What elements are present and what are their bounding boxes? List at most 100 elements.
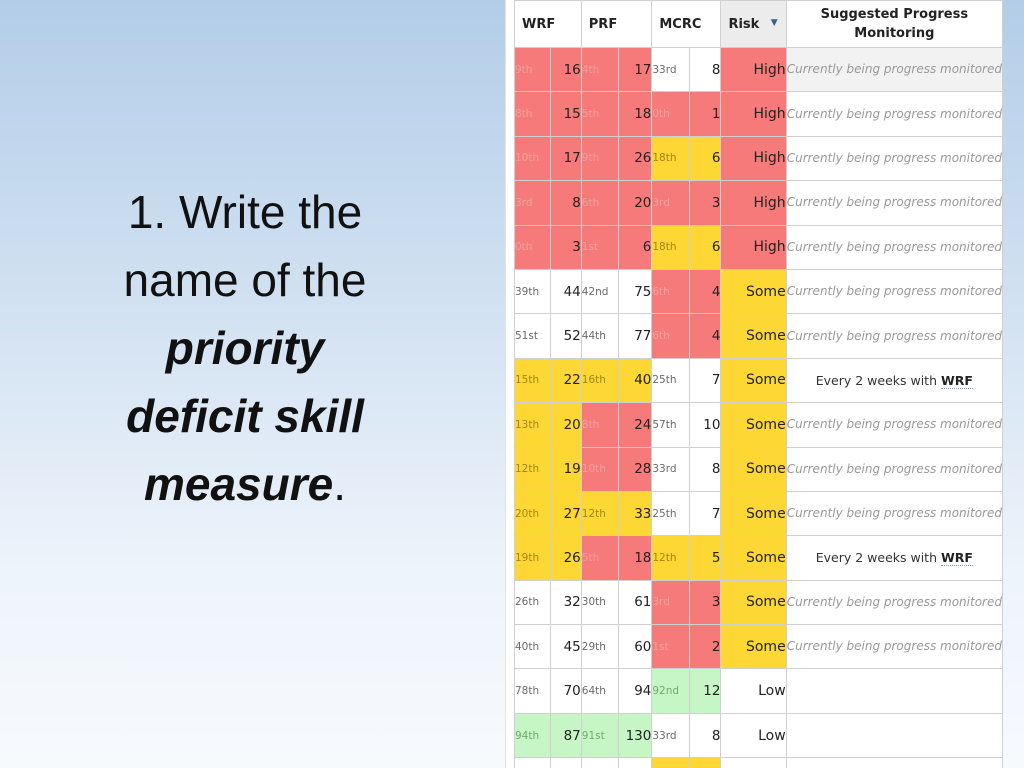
mcrc-percentile-cell: 3rd [651, 579, 691, 626]
monitoring-suggestion-cell [785, 668, 1003, 714]
column-header-prf[interactable]: PRF [580, 0, 653, 48]
mcrc-percentile-cell: 1st [651, 624, 691, 670]
mcrc-percentile-cell: 92nd [651, 668, 691, 714]
prf-percentile-cell: 10th [580, 446, 619, 492]
table-row[interactable]: 20th 27 12th 33 25th 7 Some Currently being pro… [513, 490, 1003, 537]
table-row[interactable]: 78th 70 64th 94 92nd 12 Low [513, 668, 1003, 714]
period: . [333, 458, 346, 510]
prf-percentile-cell: 12th [580, 490, 619, 537]
wrf-score-cell: 52 [550, 313, 582, 359]
wrf-score-cell: 8 [550, 180, 582, 226]
mcrc-score-cell: 1 [689, 91, 722, 137]
wrf-percentile-cell: 19th [513, 535, 552, 581]
monitoring-suggestion-cell: Currently being progress monitored [785, 224, 1003, 270]
mcrc-score-cell: 3 [689, 579, 722, 626]
table-row[interactable]: 12th 19 10th 28 33rd 8 Some Currently being pro… [513, 446, 1003, 492]
mcrc-percentile-cell: 3rd [651, 180, 691, 226]
wrf-score-cell: 22 [550, 357, 582, 404]
monitoring-measure-link[interactable]: WRF [940, 550, 973, 567]
risk-level-cell: Some [720, 535, 787, 581]
mcrc-percentile-cell: 33rd [651, 712, 691, 759]
risk-level-cell: Some [720, 490, 787, 537]
table-row[interactable]: 0th 3 1st 6 18th 6 High Currently being progres… [513, 224, 1003, 270]
table-row[interactable]: 40th 45 29th 60 1st 2 Some Currently being prog… [513, 624, 1003, 670]
mcrc-score-cell: 8 [689, 712, 722, 759]
table-row[interactable]: 10th 17 9th 26 18th 6 High Currently being prog… [513, 135, 1003, 182]
wrf-percentile-cell: 3rd [513, 180, 552, 226]
mcrc-percentile-cell: 25th [651, 357, 691, 404]
mcrc-score-cell [689, 757, 722, 768]
wrf-percentile-cell [513, 757, 552, 768]
mcrc-score-cell: 10 [689, 402, 722, 448]
wrf-percentile-cell: 15th [513, 357, 552, 404]
emphasis-priority: priority [165, 322, 325, 374]
wrf-percentile-cell: 13th [513, 402, 552, 448]
wrf-score-cell: 26 [550, 535, 582, 581]
mcrc-percentile-cell: 57th [651, 402, 691, 448]
prf-score-cell: 61 [617, 579, 653, 626]
monitoring-suggestion-cell: Currently being progress monitored [785, 135, 1003, 182]
monitoring-suggestion-cell: Every 2 weeks with WRF [785, 535, 1003, 581]
mcrc-score-cell: 3 [689, 180, 722, 226]
monitoring-suggestion-cell: Currently being progress monitored [785, 490, 1003, 537]
instruction-text: 1. Write the name of the priority defici… [60, 178, 430, 518]
mcrc-percentile-cell: 33rd [651, 46, 691, 93]
prf-score-cell: 28 [617, 446, 653, 492]
emphasis-measure: measure [143, 458, 334, 510]
mcrc-score-cell: 8 [689, 446, 722, 492]
table-row[interactable]: 13th 20 8th 24 57th 10 Some Currently being pro… [513, 402, 1003, 448]
monitoring-suggestion-cell: Currently being progress monitored [785, 180, 1003, 226]
table-row[interactable]: 8th 15 5th 18 0th 1 High Currently being progre… [513, 91, 1003, 137]
prf-score-cell: 24 [617, 402, 653, 448]
prf-score-cell: 77 [617, 313, 653, 359]
table-row[interactable]: 3rd 8 6th 20 3rd 3 High Currently being progres… [513, 180, 1003, 226]
prf-percentile-cell: 44th [580, 313, 619, 359]
mcrc-percentile-cell: 6th [651, 313, 691, 359]
mcrc-score-cell: 8 [689, 46, 722, 93]
wrf-percentile-cell: 20th [513, 490, 552, 537]
table-row[interactable]: 19th 26 5th 18 12th 5 Some Every 2 weeks with W… [513, 535, 1003, 581]
column-header-wrf[interactable]: WRF [514, 0, 582, 48]
risk-header-label: Risk [728, 16, 760, 32]
table-row[interactable]: 26th 32 30th 61 3rd 3 Some Currently being prog… [513, 579, 1003, 626]
wrf-score-cell: 87 [550, 712, 582, 759]
instruction-line-1-text: Write the [178, 186, 363, 238]
prf-score-cell: 75 [617, 268, 653, 315]
monitoring-suggestion-cell: Currently being progress monitored [785, 579, 1003, 626]
sort-descending-icon[interactable]: ▼ [770, 18, 778, 28]
prf-percentile-cell: 64th [580, 668, 619, 714]
risk-level-cell: Low [720, 712, 787, 759]
table-row[interactable]: 9th 16 4th 17 33rd 8 High Currently being progr… [513, 46, 1003, 93]
table-row[interactable]: 15th 22 16th 40 25th 7 Some Every 2 weeks with … [513, 357, 1003, 404]
prf-score-cell: 60 [617, 624, 653, 670]
table-body: 9th 16 4th 17 33rd 8 High Currently being progr… [513, 46, 1003, 768]
column-header-monitoring[interactable]: Suggested Progress Monitoring [785, 0, 1003, 48]
wrf-score-cell: 19 [550, 446, 582, 492]
table-row[interactable]: 51st 52 44th 77 6th 4 Some Currently being prog… [513, 313, 1003, 359]
wrf-score-cell: 32 [550, 579, 582, 626]
wrf-percentile-cell: 8th [513, 91, 552, 137]
wrf-score-cell: 20 [550, 402, 582, 448]
risk-level-cell [720, 757, 787, 768]
wrf-score-cell: 17 [550, 135, 582, 182]
risk-level-cell: High [720, 46, 787, 93]
prf-percentile-cell: 6th [580, 180, 619, 226]
column-header-risk[interactable]: Risk ▼ [720, 0, 787, 48]
monitoring-suggestion-cell: Currently being progress monitored [785, 313, 1003, 359]
monitoring-suggestion-cell: Currently being progress monitored [785, 46, 1003, 93]
mcrc-score-cell: 6 [689, 224, 722, 270]
table-row[interactable]: 39th 44 42nd 75 6th 4 Some Currently being prog… [513, 268, 1003, 315]
wrf-score-cell [550, 757, 582, 768]
wrf-percentile-cell: 94th [513, 712, 552, 759]
monitoring-suggestion-cell: Currently being progress monitored [785, 268, 1003, 315]
column-header-mcrc[interactable]: MCRC [651, 0, 722, 48]
monitoring-measure-link[interactable]: WRF [940, 372, 973, 389]
prf-score-cell: 18 [617, 91, 653, 137]
prf-percentile-cell: 29th [580, 624, 619, 670]
table-row[interactable]: 94th 87 91st 130 33rd 8 Low [513, 712, 1003, 759]
prf-percentile-cell: 30th [580, 579, 619, 626]
prf-percentile-cell: 9th [580, 135, 619, 182]
student-scores-table: WRF PRF MCRC Risk ▼ Suggested Progress M… [513, 0, 1003, 768]
table-row[interactable] [513, 757, 1003, 768]
mcrc-score-cell: 4 [689, 268, 722, 315]
